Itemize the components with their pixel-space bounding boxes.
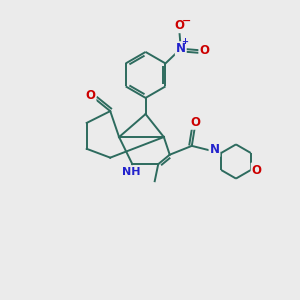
Text: N: N [176,42,186,55]
Text: O: O [85,89,95,102]
Text: O: O [252,164,262,176]
Text: +: + [182,37,188,46]
Text: NH: NH [122,167,140,177]
Text: −: − [182,16,191,26]
Text: O: O [174,19,184,32]
Text: O: O [190,116,200,129]
Text: O: O [199,44,209,57]
Text: N: N [209,143,220,156]
